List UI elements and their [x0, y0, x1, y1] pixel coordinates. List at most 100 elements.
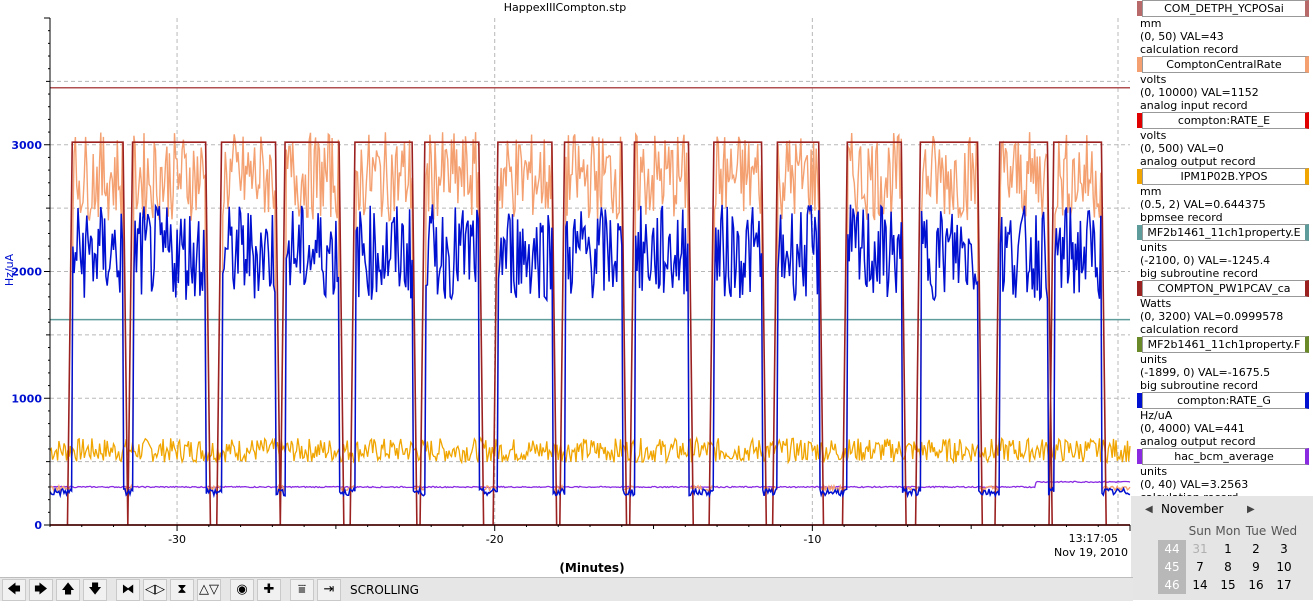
arrow-left-icon: 🡄 — [7, 582, 21, 597]
calendar-day[interactable]: 14 — [1192, 578, 1208, 592]
pan-up-button[interactable]: 🡅 — [56, 578, 80, 601]
config-button[interactable]: ◉ — [230, 578, 254, 601]
calendar[interactable]: ◀ November ▶ Sun Mon Tue Wed 44 31 1 2 3 45 7 8 9 10 4… — [1131, 496, 1313, 600]
legend-entry[interactable]: compton:RATE_G Hz/uA (0, 4000) VAL=441 anal… — [1131, 392, 1313, 448]
calendar-day[interactable]: 10 — [1276, 560, 1292, 574]
calendar-weekday: Sun — [1188, 524, 1212, 538]
legend-pv-name[interactable]: hac_bcm_average — [1142, 448, 1309, 465]
zoom-y-out-button[interactable]: △▽ — [197, 578, 221, 601]
legend-swatch — [1137, 57, 1142, 72]
legend-swatch — [1137, 281, 1142, 296]
scrolling-status: SCROLLING — [350, 582, 419, 597]
legend-swatch — [1137, 1, 1142, 16]
calendar-day[interactable]: 1 — [1224, 542, 1232, 556]
legend-record-type: big subroutine record — [1140, 379, 1258, 392]
legend-entry[interactable]: COM_DETPH_YCPOSai mm (0, 50) VAL=43 calcula… — [1131, 0, 1313, 56]
calendar-grid[interactable]: Sun Mon Tue Wed 44 31 1 2 3 45 7 8 9 10 46 14 15 16 17 — [1158, 522, 1298, 594]
arrow-up-icon: 🡅 — [61, 582, 75, 597]
plot-title: HappexIIICompton.stp — [503, 1, 627, 14]
calendar-day[interactable]: 9 — [1252, 560, 1260, 574]
calendar-weekday: Mon — [1215, 524, 1241, 538]
calendar-day[interactable]: 17 — [1276, 578, 1292, 592]
legend-pv-name[interactable]: COMPTON_PW1PCAV_ca — [1142, 280, 1309, 297]
legend-range-value: (0, 10000) VAL=1152 — [1140, 86, 1259, 99]
legend-swatch — [1137, 113, 1142, 128]
next-month-icon[interactable]: ▶ — [1247, 503, 1255, 515]
prev-month-icon[interactable]: ◀ — [1145, 503, 1153, 515]
legend-units: mm — [1140, 17, 1162, 30]
legend-record-type: calculation record — [1140, 323, 1239, 336]
calendar-day[interactable]: 8 — [1224, 560, 1232, 574]
legend-units: units — [1140, 353, 1168, 366]
legend-units: volts — [1140, 73, 1167, 86]
legend-record-type: analog output record — [1140, 435, 1256, 448]
legend-entry[interactable]: IPM1P02B.YPOS mm (0.5, 2) VAL=0.644375 bpms… — [1131, 168, 1313, 224]
y-tick-label: 2000 — [11, 266, 42, 279]
legend-record-type: big subroutine record — [1140, 267, 1258, 280]
legend-panel: COM_DETPH_YCPOSai mm (0, 50) VAL=43 calcula… — [1131, 0, 1313, 496]
calendar-month: November — [1161, 502, 1224, 516]
legend-entry[interactable]: MF2b1461_11ch1property.E units (-2100, 0) … — [1131, 224, 1313, 280]
legend-pv-name[interactable]: MF2b1461_11ch1property.F — [1142, 336, 1309, 353]
zoom-x-out-icon: ◁▷ — [145, 582, 165, 597]
legend-units: Hz/uA — [1140, 409, 1173, 422]
add-button[interactable]: ✚ — [257, 578, 281, 601]
zoom-x-in-button[interactable]: ⧓ — [116, 578, 140, 601]
x-tick-label: -20 — [486, 533, 504, 546]
zoom-y-in-button[interactable]: ⧗ — [170, 578, 194, 601]
toolbar: 🡄 🡆 🡅 🡇 ⧓ ◁▷ ⧗ △▽ ◉ ✚ ⩸ ⇥ SCROLLING — [0, 577, 1133, 601]
legend-record-type: calculation record — [1140, 43, 1239, 56]
calendar-day[interactable]: 31 — [1192, 542, 1208, 556]
legend-range-value: (0, 500) VAL=0 — [1140, 142, 1224, 155]
pan-down-button[interactable]: 🡇 — [83, 578, 107, 601]
calendar-weekday: Wed — [1270, 524, 1298, 538]
legend-pv-name[interactable]: MF2b1461_11ch1property.E — [1142, 224, 1309, 241]
legend-pv-name[interactable]: compton:RATE_E — [1142, 112, 1309, 129]
stack-icon: ⩸ — [298, 582, 306, 597]
legend-entry[interactable]: compton:RATE_E volts (0, 500) VAL=0 analog … — [1131, 112, 1313, 168]
legend-swatch — [1137, 393, 1142, 408]
legend-units: Watts — [1140, 297, 1172, 310]
legend-record-type: analog input record — [1140, 99, 1248, 112]
legend-swatch — [1137, 225, 1142, 240]
plot-series — [49, 86, 1131, 526]
stack-button[interactable]: ⩸ — [290, 578, 314, 601]
current-time-label: 13:17:05 — [1069, 532, 1118, 545]
pan-right-button[interactable]: 🡆 — [29, 578, 53, 601]
calendar-day[interactable]: 16 — [1248, 578, 1264, 592]
calendar-week-number: 44 — [1158, 540, 1186, 558]
legend-units: mm — [1140, 185, 1162, 198]
legend-range-value: (0, 50) VAL=43 — [1140, 30, 1224, 43]
legend-pv-name[interactable]: COM_DETPH_YCPOSai — [1142, 0, 1309, 17]
legend-entry[interactable]: COMPTON_PW1PCAV_ca Watts (0, 3200) VAL=0.0… — [1131, 280, 1313, 336]
jump-right-button[interactable]: ⇥ — [317, 578, 341, 601]
calendar-day[interactable]: 7 — [1196, 560, 1204, 574]
zoom-y-in-icon: ⧗ — [177, 582, 187, 597]
zoom-x-in-icon: ⧓ — [121, 582, 135, 597]
calendar-day[interactable]: 2 — [1252, 542, 1260, 556]
arrow-down-icon: 🡇 — [88, 582, 102, 597]
legend-pv-name[interactable]: compton:RATE_G — [1142, 392, 1309, 409]
legend-range-value: (0.5, 2) VAL=0.644375 — [1140, 198, 1266, 211]
series-ipm1p02b-ypos — [49, 435, 1131, 465]
series-comptoncentralrate — [49, 131, 1131, 494]
legend-entry[interactable]: MF2b1461_11ch1property.F units (-1899, 0) … — [1131, 336, 1313, 392]
legend-units: volts — [1140, 129, 1167, 142]
legend-pv-name[interactable]: ComptonCentralRate — [1142, 56, 1309, 73]
calendar-week-header — [1158, 522, 1186, 540]
legend-entry[interactable]: ComptonCentralRate volts (0, 10000) VAL=11… — [1131, 56, 1313, 112]
calendar-day[interactable]: 15 — [1220, 578, 1236, 592]
calendar-day[interactable]: 3 — [1280, 542, 1288, 556]
x-tick-label: -30 — [168, 533, 186, 546]
pan-left-button[interactable]: 🡄 — [2, 578, 26, 601]
zoom-x-out-button[interactable]: ◁▷ — [143, 578, 167, 601]
legend-range-value: (0, 40) VAL=3.2563 — [1140, 478, 1249, 491]
plus-icon: ✚ — [263, 582, 275, 597]
legend-pv-name[interactable]: IPM1P02B.YPOS — [1142, 168, 1309, 185]
legend-record-type: analog output record — [1140, 155, 1256, 168]
legend-swatch — [1137, 449, 1142, 464]
series-hac-bcm-average — [49, 480, 1131, 489]
legend-range-value: (-2100, 0) VAL=-1245.4 — [1140, 254, 1271, 267]
